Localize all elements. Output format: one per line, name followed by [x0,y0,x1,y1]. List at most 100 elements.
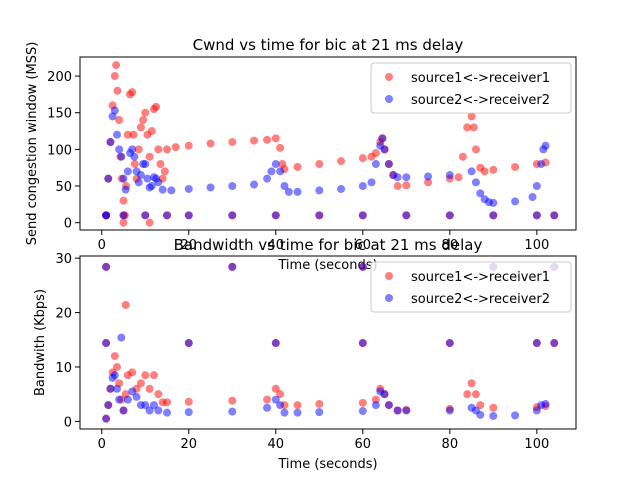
data-point [454,173,463,182]
x-tick-label: 40 [268,238,285,253]
data-point [139,116,148,125]
data-point [263,395,272,404]
data-point [489,411,498,420]
bandwidth-chart: 0 20 40 60 80 100 0 10 20 30 Time (seconds) Bandwit… [33,236,577,472]
data-point [471,390,480,399]
data-point [102,211,111,220]
data-point [445,406,454,415]
y-tick-label: 30 [55,252,72,267]
x-tick-label: 100 [524,238,549,253]
data-point [271,384,280,393]
data-point [184,397,193,406]
data-point [271,395,280,404]
legend-box [370,62,572,114]
data-point [152,102,161,111]
data-point [141,108,150,117]
data-point [463,390,472,399]
data-point [112,130,121,139]
data-point [276,167,285,176]
series-2 [102,106,559,220]
data-point [130,152,139,161]
data-point [110,371,119,380]
data-point [163,398,172,407]
data-point [206,139,215,148]
data-point [358,154,367,163]
data-point [121,185,130,194]
data-point [467,167,476,176]
data-point [128,145,137,154]
data-point [263,174,272,183]
series-2 [102,262,559,423]
x-tick-label: 0 [98,238,106,253]
data-point [163,408,172,417]
data-point [367,178,376,187]
data-point [156,160,165,169]
legend-marker [385,95,393,103]
data-point [228,138,237,147]
data-point [104,401,113,410]
data-point [184,408,193,417]
data-point [380,145,389,154]
data-point [263,403,272,412]
data-point [467,379,476,388]
data-point [445,211,454,220]
data-point [163,145,172,154]
data-point [145,218,154,227]
data-point [280,182,289,191]
data-point [141,401,150,410]
data-point [358,182,367,191]
data-point [128,387,137,396]
data-point [445,339,454,348]
data-point [476,189,485,198]
data-point [123,130,132,139]
data-point [158,185,167,194]
data-point [263,135,272,144]
x-tick-label: 60 [355,238,372,253]
data-point [402,211,411,220]
data-point [141,160,150,169]
y-tick-label: 100 [47,143,72,158]
data-point [393,406,402,415]
data-point [271,160,280,169]
data-point [167,186,176,195]
y-tick-label: 10 [55,361,72,376]
data-point [532,182,541,191]
cwnd-chart: 0 20 40 60 80 100 0 50 100 150 200 Time (seconds) Se… [25,36,577,273]
data-point [228,182,237,191]
data-point [371,149,380,158]
data-point [134,145,143,154]
legend-label: source2<->receiver2 [411,93,550,108]
data-point [141,371,150,380]
data-point [271,211,280,220]
data-point [550,339,559,348]
data-point [110,352,119,361]
data-point [271,134,280,143]
data-point [119,406,128,415]
data-point [128,368,137,377]
data-point [112,61,121,70]
legend-marker [385,294,393,302]
data-point [160,167,169,176]
data-point [136,171,145,180]
data-point [147,182,156,191]
data-point [371,401,380,410]
y-tick-label: 200 [47,70,72,85]
data-point [171,143,180,152]
data-point [112,384,121,393]
y-tick-label: 20 [55,307,72,322]
data-point [134,178,143,187]
x-tick-label: 60 [355,437,372,452]
data-point [119,218,128,227]
data-point [469,123,478,132]
y-axis-label: Send congestion window (MSS) [25,42,40,246]
data-point [141,211,150,220]
data-point [511,411,520,420]
data-point [102,339,111,348]
data-point [104,174,113,183]
data-point [293,408,302,417]
data-point [136,123,145,132]
data-point [184,339,193,348]
legend-label: source1<->receiver1 [411,71,550,86]
data-point [154,390,163,399]
